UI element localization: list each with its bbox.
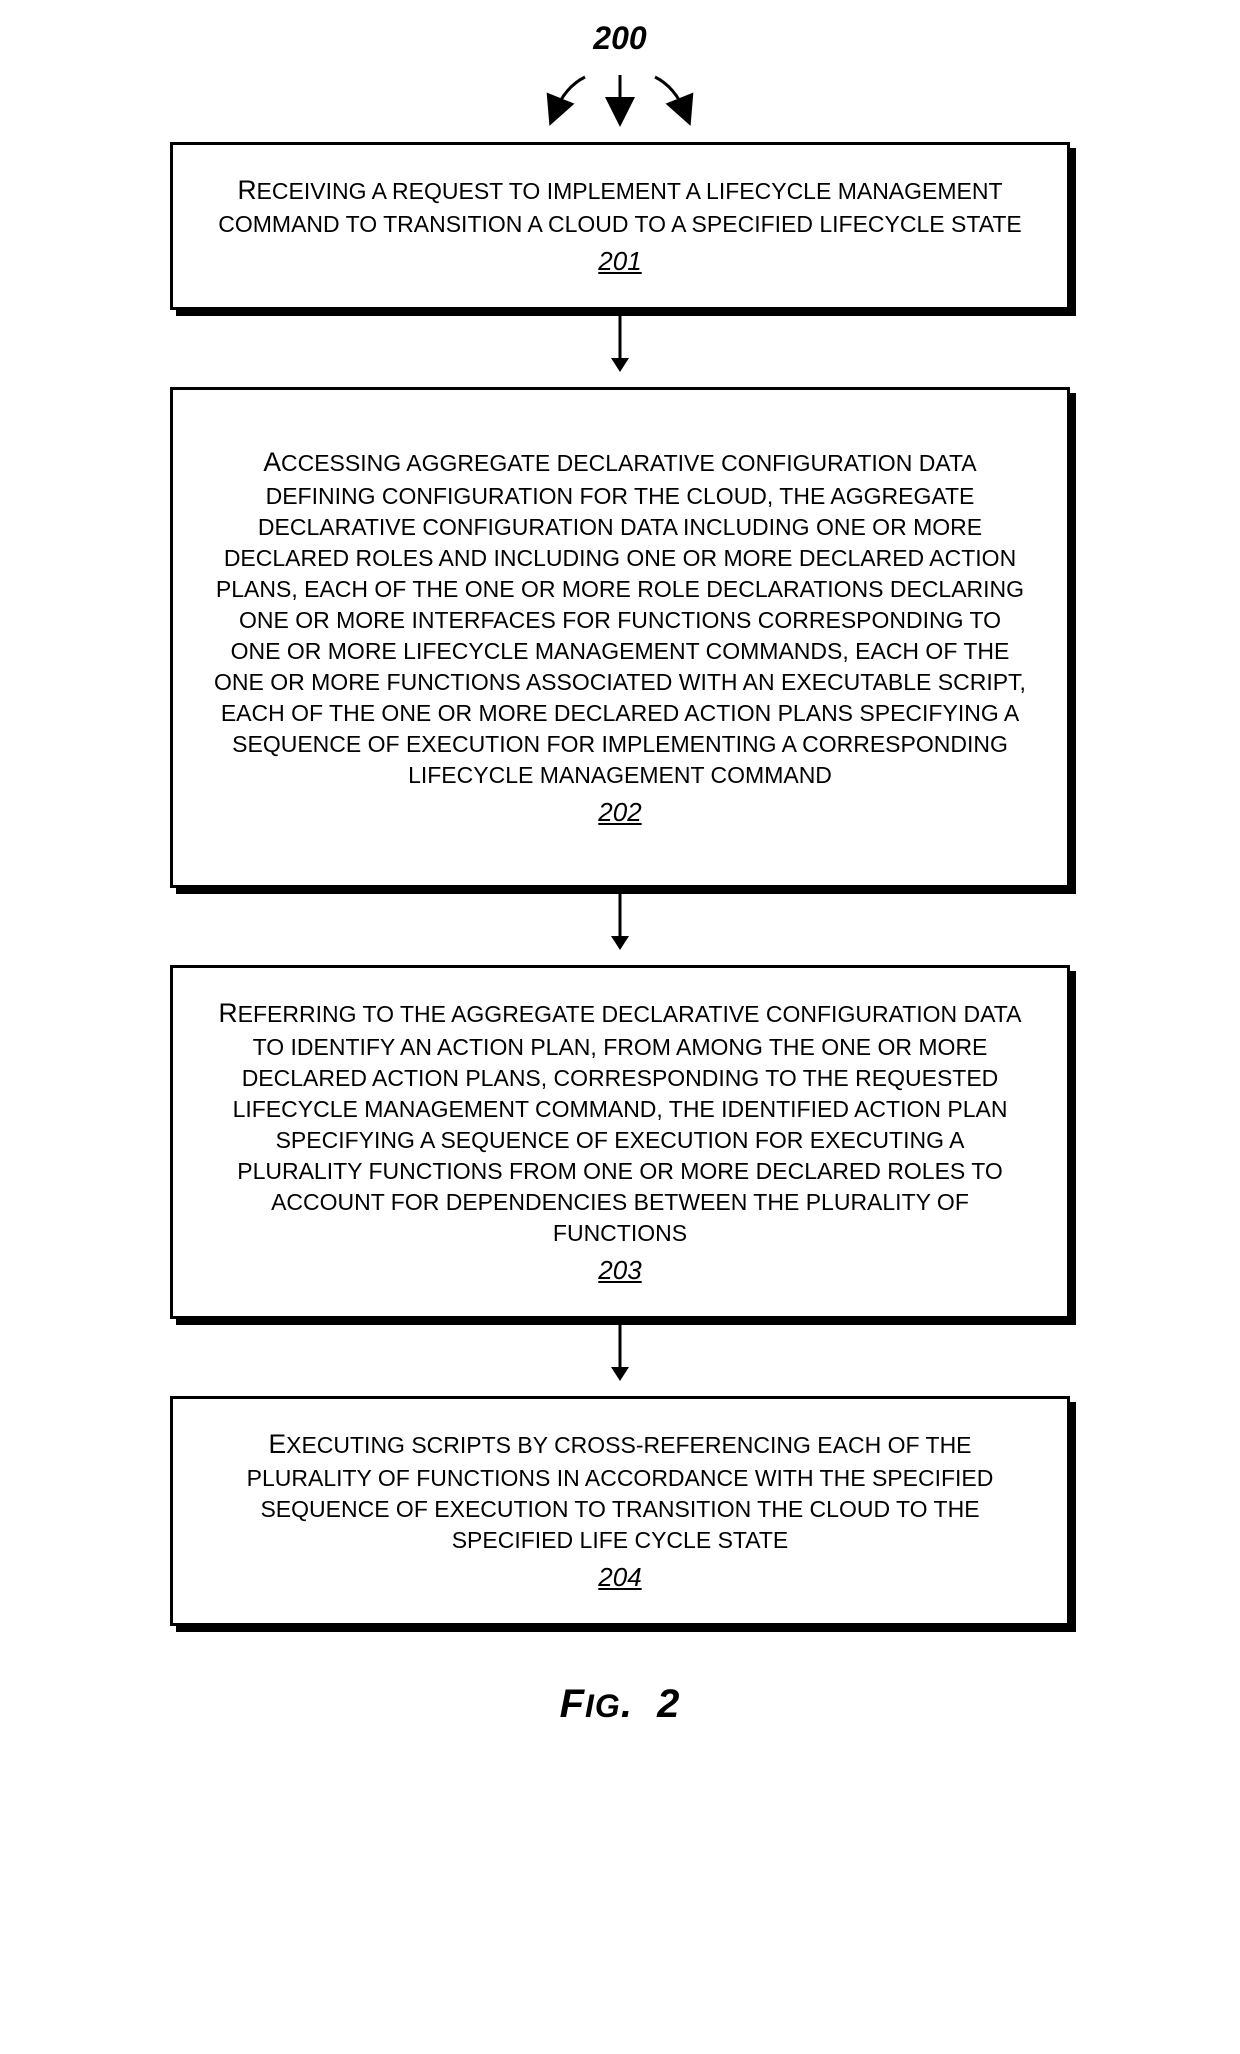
flowchart-container: 200 RECEIVING A REQUEST TO IMPLEMENT A L… — [20, 20, 1220, 1727]
step-text: ACCESSING AGGREGATE DECLARATIVE CONFIGUR… — [214, 450, 1026, 788]
step-box-203: REFERRING TO THE AGGREGATE DECLARATIVE C… — [170, 965, 1070, 1319]
step-box-202: ACCESSING AGGREGATE DECLARATIVE CONFIGUR… — [170, 387, 1070, 888]
step-text: REFERRING TO THE AGGREGATE DECLARATIVE C… — [219, 1001, 1022, 1246]
step-box-201: RECEIVING A REQUEST TO IMPLEMENT A LIFEC… — [170, 142, 1070, 310]
step-ref: 204 — [598, 1560, 641, 1595]
step-text: EXECUTING SCRIPTS BY CROSS-REFERENCING E… — [247, 1432, 994, 1553]
step-text: RECEIVING A REQUEST TO IMPLEMENT A LIFEC… — [218, 178, 1021, 237]
step-box-204: EXECUTING SCRIPTS BY CROSS-REFERENCING E… — [170, 1396, 1070, 1626]
step-ref: 203 — [598, 1253, 641, 1288]
figure-number: 200 — [593, 20, 646, 57]
step-ref: 202 — [598, 795, 641, 830]
step-ref: 201 — [598, 244, 641, 279]
figure-caption: FIG. 2 — [560, 1682, 681, 1727]
arrow-203-204 — [605, 1325, 635, 1390]
arrow-202-203 — [605, 894, 635, 959]
entry-arrows — [530, 67, 710, 132]
arrow-201-202 — [605, 316, 635, 381]
